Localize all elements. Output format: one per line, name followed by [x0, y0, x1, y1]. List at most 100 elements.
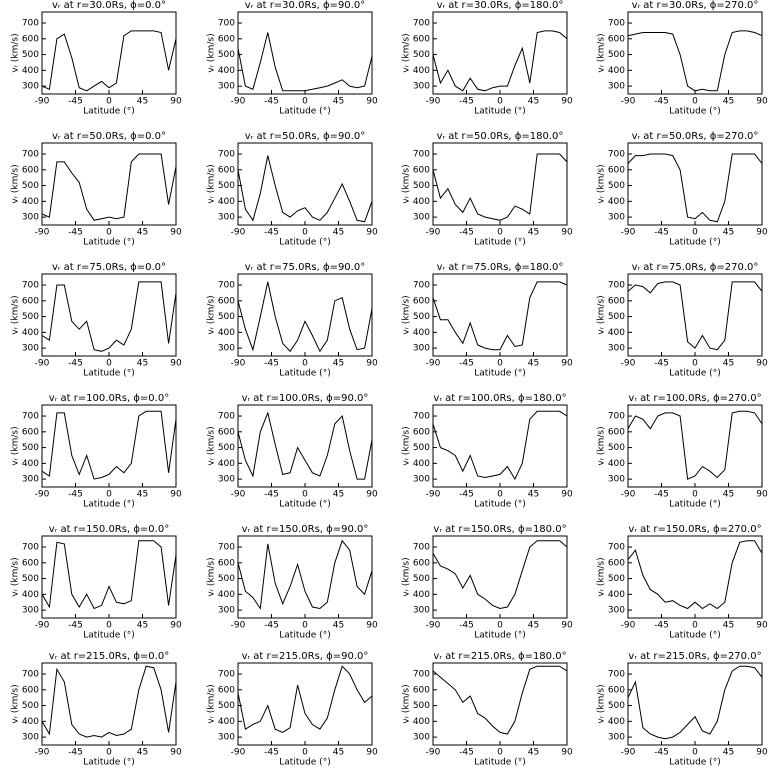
y-axis-label: vᵣ (km/s) — [11, 295, 21, 334]
x-tick-label: -90 — [426, 97, 441, 107]
x-tick-label: -45 — [264, 621, 279, 631]
x-tick-label: 0 — [497, 490, 503, 500]
y-tick-label: 400 — [413, 590, 430, 600]
x-tick-label: -45 — [68, 228, 83, 238]
y-tick-label: 700 — [413, 670, 430, 680]
x-tick-label: 90 — [756, 97, 768, 107]
y-tick-label: 500 — [413, 181, 430, 191]
y-axis-label: vᵣ (km/s) — [207, 557, 217, 596]
y-tick-label: 600 — [413, 427, 430, 437]
x-tick-label: 45 — [723, 359, 734, 369]
y-axis-label: vᵣ (km/s) — [597, 295, 607, 334]
y-tick-label: 300 — [413, 606, 430, 616]
chart-title: vᵣ at r=215.0Rs, ϕ=270.0° — [628, 651, 761, 662]
x-tick-label: -90 — [231, 228, 246, 238]
y-tick-label: 600 — [413, 34, 430, 44]
x-tick-label: 0 — [302, 228, 308, 238]
plot-frame — [41, 535, 177, 619]
x-axis-label: Latitude (°) — [474, 238, 525, 248]
y-tick-label: 700 — [413, 150, 430, 160]
x-tick-label: -90 — [35, 490, 50, 500]
chart-title: vᵣ at r=100.0Rs, ϕ=0.0° — [49, 393, 169, 404]
y-tick-label: 700 — [22, 150, 39, 160]
y-tick-label: 700 — [608, 150, 625, 160]
y-axis-label: vᵣ (km/s) — [402, 557, 412, 596]
chart-title: vᵣ at r=215.0Rs, ϕ=0.0° — [49, 651, 169, 662]
panel: vᵣ at r=30.0Rs, ϕ=270.0° -90 -45 0 45 90 300 40… — [597, 0, 768, 117]
y-axis-label: vᵣ (km/s) — [597, 426, 607, 465]
x-tick-label: -90 — [35, 97, 50, 107]
x-axis-label: Latitude (°) — [669, 238, 720, 248]
y-tick-label: 300 — [413, 344, 430, 354]
y-tick-label: 500 — [413, 312, 430, 322]
y-tick-label: 300 — [22, 213, 39, 223]
y-tick-label: 700 — [608, 543, 625, 553]
data-line — [237, 411, 373, 480]
data-line — [237, 665, 373, 733]
x-tick-label: -90 — [621, 97, 636, 107]
chart-title: vᵣ at r=150.0Rs, ϕ=180.0° — [433, 524, 566, 535]
chart-title: vᵣ at r=50.0Rs, ϕ=270.0° — [632, 131, 759, 142]
x-tick-label: 45 — [528, 97, 539, 107]
y-tick-label: 300 — [608, 344, 625, 354]
data-line — [237, 32, 373, 92]
x-tick-label: 45 — [528, 621, 539, 631]
y-axis-label: vᵣ (km/s) — [207, 295, 217, 334]
y-tick-label: 500 — [22, 574, 39, 584]
data-line — [627, 540, 763, 610]
x-axis-label: Latitude (°) — [669, 107, 720, 117]
panel: vᵣ at r=150.0Rs, ϕ=270.0° -90 -45 0 45 90 300 4… — [597, 524, 768, 641]
y-tick-label: 600 — [608, 685, 625, 695]
x-tick-label: 45 — [137, 228, 148, 238]
x-axis-label: Latitude (°) — [83, 631, 134, 641]
x-tick-label: 45 — [333, 490, 344, 500]
y-tick-label: 700 — [22, 412, 39, 422]
x-tick-label: 45 — [333, 228, 344, 238]
x-tick-label: 45 — [723, 97, 734, 107]
y-tick-label: 400 — [413, 328, 430, 338]
data-line — [627, 281, 763, 351]
x-tick-label: -45 — [264, 228, 279, 238]
chart-title: vᵣ at r=150.0Rs, ϕ=0.0° — [49, 524, 169, 535]
x-tick-label: 90 — [756, 748, 768, 758]
x-tick-label: 90 — [170, 748, 182, 758]
panel: vᵣ at r=100.0Rs, ϕ=180.0° -90 -45 0 45 90 300 4… — [402, 393, 573, 510]
data-line — [627, 153, 763, 223]
y-tick-label: 500 — [608, 574, 625, 584]
x-axis-label: Latitude (°) — [279, 107, 330, 117]
y-tick-label: 300 — [218, 344, 235, 354]
y-tick-label: 300 — [413, 213, 430, 223]
y-tick-label: 700 — [413, 281, 430, 291]
chart-title: vᵣ at r=75.0Rs, ϕ=0.0° — [52, 262, 166, 273]
x-tick-label: 0 — [106, 97, 112, 107]
data-line — [432, 410, 568, 481]
panel: vᵣ at r=75.0Rs, ϕ=0.0° -90 -45 0 45 90 300 400 5… — [11, 262, 182, 379]
y-tick-label: 700 — [218, 150, 235, 160]
y-tick-label: 600 — [218, 685, 235, 695]
x-tick-label: -45 — [459, 621, 474, 631]
chart-title: vᵣ at r=100.0Rs, ϕ=180.0° — [433, 393, 566, 404]
x-tick-label: 45 — [723, 490, 734, 500]
y-tick-label: 600 — [22, 558, 39, 568]
y-tick-label: 700 — [413, 543, 430, 553]
y-tick-label: 700 — [608, 281, 625, 291]
y-tick-label: 500 — [218, 50, 235, 60]
x-tick-label: -90 — [621, 359, 636, 369]
x-tick-label: 90 — [366, 97, 378, 107]
y-tick-label: 400 — [218, 717, 235, 727]
y-tick-label: 300 — [413, 733, 430, 743]
panel: vᵣ at r=100.0Rs, ϕ=0.0° -90 -45 0 45 90 300 400… — [11, 393, 182, 510]
x-tick-label: -45 — [654, 490, 669, 500]
y-tick-label: 700 — [218, 670, 235, 680]
panel: vᵣ at r=75.0Rs, ϕ=180.0° -90 -45 0 45 90 300 40… — [402, 262, 573, 379]
data-line — [41, 410, 177, 480]
y-tick-label: 500 — [413, 50, 430, 60]
y-tick-label: 600 — [22, 427, 39, 437]
y-tick-label: 300 — [22, 475, 39, 485]
data-line — [627, 665, 763, 740]
x-tick-label: -90 — [621, 621, 636, 631]
x-tick-label: -45 — [264, 359, 279, 369]
chart-title: vᵣ at r=30.0Rs, ϕ=0.0° — [52, 0, 166, 11]
data-line — [432, 153, 568, 221]
x-tick-label: -45 — [264, 97, 279, 107]
